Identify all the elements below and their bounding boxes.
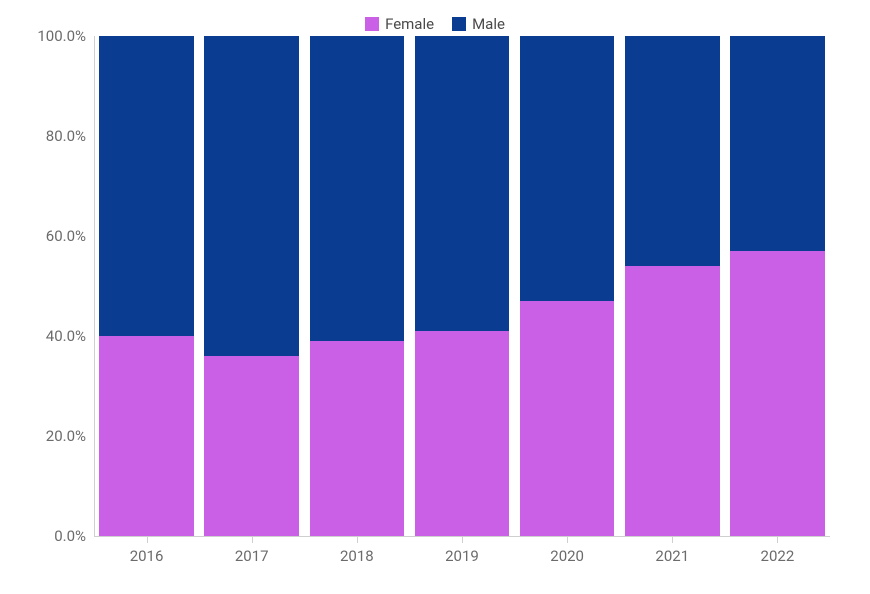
- bar-segment-male: [99, 36, 194, 336]
- x-tick-mark: [462, 537, 463, 543]
- bar-segment-female: [625, 266, 720, 536]
- bar-slot: [409, 36, 514, 536]
- bar-2018: [310, 36, 405, 536]
- bar-2017: [204, 36, 299, 536]
- x-tick-mark: [567, 537, 568, 543]
- bar-segment-female: [415, 331, 510, 536]
- x-tick-label: 2018: [340, 547, 374, 565]
- x-tick-mark: [252, 537, 253, 543]
- bar-segment-female: [204, 356, 299, 536]
- x-tick-slot: 2018: [304, 537, 409, 572]
- bar-segment-female: [99, 336, 194, 536]
- x-tick-mark: [672, 537, 673, 543]
- bar-2022: [730, 36, 825, 536]
- x-tick-slot: 2017: [199, 537, 304, 572]
- bar-segment-male: [310, 36, 405, 341]
- legend-label-female: Female: [385, 15, 434, 33]
- bar-2020: [520, 36, 615, 536]
- x-tick-slot: 2022: [725, 537, 830, 572]
- bar-segment-male: [625, 36, 720, 266]
- bar-slot: [515, 36, 620, 536]
- legend-label-male: Male: [472, 15, 505, 33]
- bar-segment-male: [730, 36, 825, 251]
- bar-segment-female: [520, 301, 615, 536]
- x-axis: 2016 2017 2018 2019 2020 2021 2022: [94, 536, 830, 572]
- bar-segment-female: [730, 251, 825, 536]
- legend: Female Male: [30, 12, 840, 36]
- x-tick-slot: 2016: [94, 537, 199, 572]
- x-tick-label: 2022: [761, 547, 795, 565]
- x-tick-slot: 2019: [409, 537, 514, 572]
- y-tick-label: 100.0%: [37, 27, 86, 45]
- x-tick-label: 2016: [130, 547, 164, 565]
- bar-slot: [304, 36, 409, 536]
- x-tick-label: 2021: [655, 547, 689, 565]
- x-tick-slot: 2020: [515, 537, 620, 572]
- legend-swatch-male: [452, 17, 466, 31]
- x-tick-mark: [357, 537, 358, 543]
- bar-segment-male: [520, 36, 615, 301]
- bar-slot: [620, 36, 725, 536]
- x-tick-mark: [777, 537, 778, 543]
- x-tick-label: 2019: [445, 547, 479, 565]
- plot-area: 0.0%20.0%40.0%60.0%80.0%100.0%: [94, 36, 830, 536]
- bar-2021: [625, 36, 720, 536]
- y-tick-label: 0.0%: [54, 527, 86, 545]
- y-axis: 0.0%20.0%40.0%60.0%80.0%100.0%: [30, 36, 94, 536]
- bar-slot: [94, 36, 199, 536]
- bar-segment-male: [204, 36, 299, 356]
- bars-container: [94, 36, 830, 536]
- x-tick-label: 2017: [235, 547, 269, 565]
- y-tick-label: 80.0%: [46, 127, 86, 145]
- x-tick-label: 2020: [550, 547, 584, 565]
- bar-slot: [725, 36, 830, 536]
- legend-swatch-female: [365, 17, 379, 31]
- legend-item-female: Female: [365, 15, 434, 33]
- bar-slot: [199, 36, 304, 536]
- stacked-bar-chart: FemaleMale 0.0%20.0%40.0%60.0%80.0%100.0…: [30, 12, 840, 572]
- bar-segment-female: [310, 341, 405, 536]
- bar-2019: [415, 36, 510, 536]
- y-tick-label: 20.0%: [46, 427, 86, 445]
- legend-item-male: Male: [452, 15, 505, 33]
- bar-2016: [99, 36, 194, 536]
- y-tick-label: 60.0%: [46, 227, 86, 245]
- x-tick-slot: 2021: [620, 537, 725, 572]
- bar-segment-male: [415, 36, 510, 331]
- x-tick-mark: [147, 537, 148, 543]
- y-tick-label: 40.0%: [46, 327, 86, 345]
